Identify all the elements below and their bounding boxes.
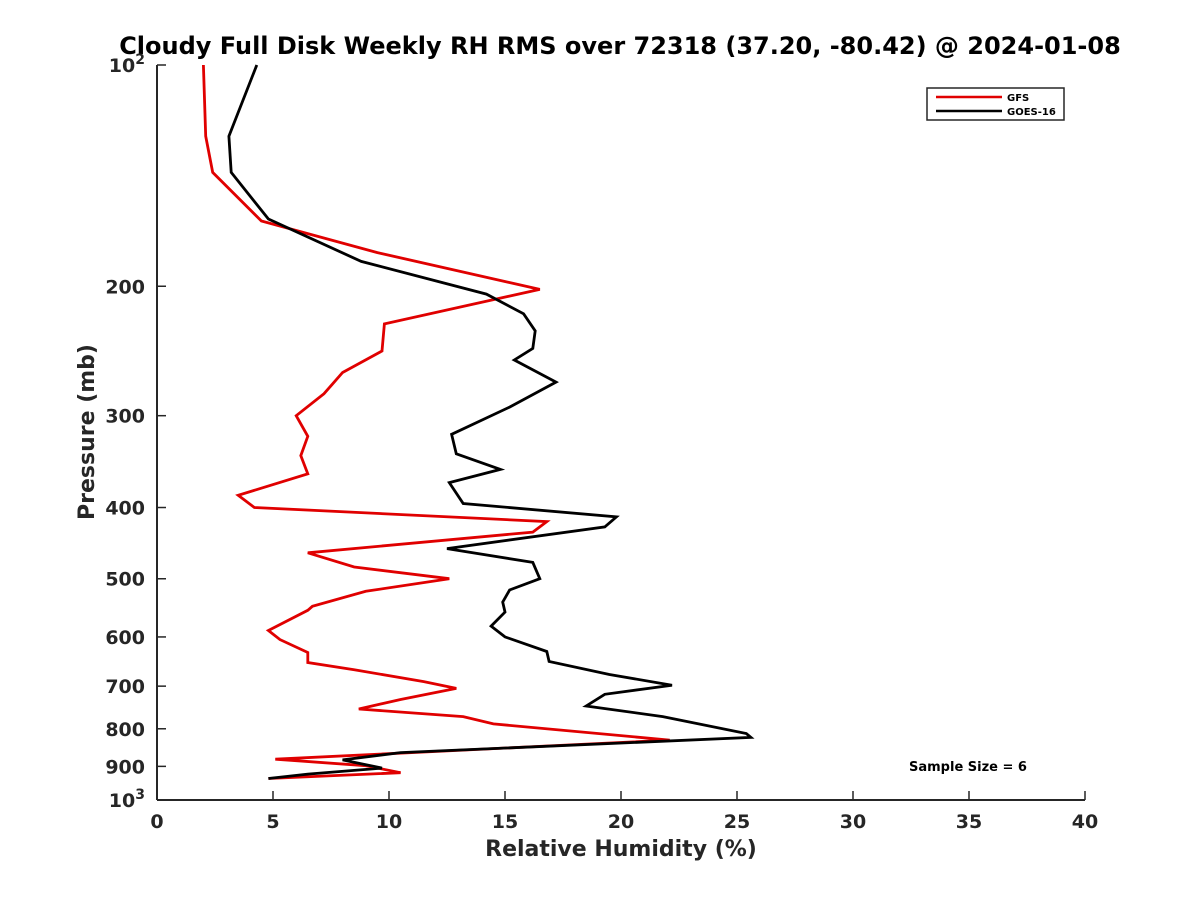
series-line-goes16 (227, 64, 755, 780)
y-tick-label: 103 (109, 787, 145, 812)
y-axis-label: Pressure (mb) (75, 344, 100, 520)
x-tick-label: 20 (608, 811, 634, 833)
x-tick-label: 0 (150, 811, 163, 833)
chart-title: Cloudy Full Disk Weekly RH RMS over 7231… (119, 32, 1121, 60)
x-tick-label: 15 (492, 811, 518, 833)
x-tick-label: 40 (1072, 811, 1098, 833)
sample-size-annotation: Sample Size = 6 (909, 760, 1027, 775)
x-tick-label: 30 (840, 811, 866, 833)
legend: GFS GOES-16 (926, 87, 1065, 121)
x-tick-label: 25 (724, 811, 750, 833)
x-axis-ticks: 0 5 10 15 20 25 30 35 40 (150, 791, 1098, 833)
y-tick-label: 400 (105, 498, 145, 520)
y-tick-label: 500 (105, 569, 145, 591)
x-axis-label: Relative Humidity (%) (485, 837, 757, 862)
y-tick-label: 900 (105, 756, 145, 778)
x-tick-label: 10 (376, 811, 402, 833)
y-tick-label: 600 (105, 627, 145, 649)
legend-label-gfs: GFS (1007, 93, 1029, 104)
y-axis-ticks: 102 200 300 400 500 600 700 800 900 103 (105, 52, 166, 812)
legend-box (926, 87, 1065, 121)
y-tick-label: 300 (105, 406, 145, 428)
y-tick-label: 800 (105, 719, 145, 741)
y-tick-label: 200 (105, 276, 145, 298)
y-tick-label: 700 (105, 676, 145, 698)
x-tick-label: 5 (266, 811, 279, 833)
legend-label-goes16: GOES-16 (1007, 107, 1056, 118)
y-tick-label: 102 (109, 52, 145, 77)
series-line-gfs (202, 64, 670, 780)
series-lines (202, 64, 755, 780)
x-tick-label: 35 (956, 811, 982, 833)
